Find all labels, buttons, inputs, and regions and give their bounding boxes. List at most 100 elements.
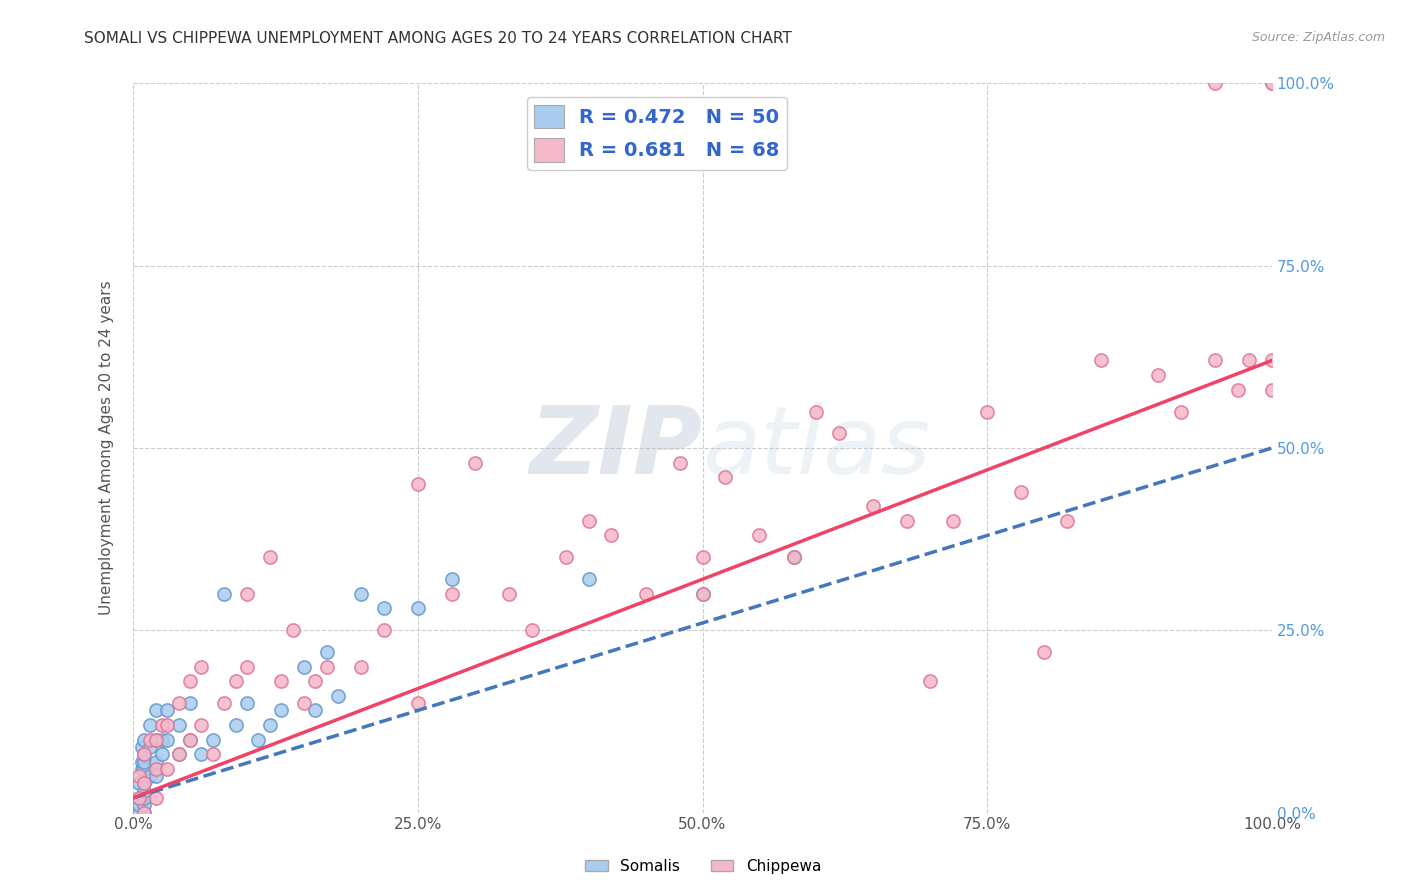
Point	[167, 718, 190, 732]
Point	[304, 674, 326, 689]
Point	[976, 404, 998, 418]
Point	[440, 587, 463, 601]
Point	[862, 500, 884, 514]
Text: atlas: atlas	[703, 402, 931, 493]
Point	[179, 732, 201, 747]
Point	[1261, 383, 1284, 397]
Point	[145, 769, 167, 783]
Point	[406, 696, 429, 710]
Point	[156, 762, 179, 776]
Point	[128, 805, 150, 820]
Point	[270, 703, 292, 717]
Point	[782, 550, 804, 565]
Point	[520, 624, 543, 638]
Point	[350, 587, 373, 601]
Point	[212, 696, 235, 710]
Point	[179, 696, 201, 710]
Point	[134, 747, 156, 762]
Point	[281, 624, 304, 638]
Point	[292, 659, 315, 673]
Point	[1204, 353, 1226, 368]
Point	[692, 550, 714, 565]
Point	[440, 572, 463, 586]
Text: ZIP: ZIP	[530, 402, 703, 494]
Point	[1204, 77, 1226, 91]
Point	[145, 791, 167, 805]
Point	[131, 739, 153, 754]
Point	[406, 601, 429, 615]
Point	[668, 456, 690, 470]
Point	[920, 674, 942, 689]
Point	[131, 755, 153, 769]
Point	[1261, 353, 1284, 368]
Legend: Somalis, Chippewa: Somalis, Chippewa	[579, 853, 827, 880]
Point	[236, 587, 259, 601]
Point	[259, 718, 281, 732]
Y-axis label: Unemployment Among Ages 20 to 24 years: Unemployment Among Ages 20 to 24 years	[100, 281, 114, 615]
Point	[139, 732, 162, 747]
Point	[167, 747, 190, 762]
Point	[942, 514, 965, 528]
Point	[634, 587, 657, 601]
Point	[134, 798, 156, 813]
Point	[1010, 484, 1032, 499]
Point	[373, 624, 395, 638]
Point	[145, 762, 167, 776]
Point	[225, 718, 247, 732]
Point	[134, 791, 156, 805]
Point	[259, 550, 281, 565]
Point	[692, 587, 714, 601]
Point	[554, 550, 576, 565]
Point	[134, 805, 156, 820]
Point	[896, 514, 918, 528]
Point	[134, 805, 156, 820]
Point	[139, 718, 162, 732]
Point	[350, 659, 373, 673]
Point	[578, 514, 600, 528]
Point	[498, 587, 520, 601]
Point	[134, 732, 156, 747]
Point	[145, 755, 167, 769]
Point	[315, 645, 337, 659]
Point	[150, 718, 173, 732]
Point	[156, 732, 179, 747]
Point	[1147, 368, 1170, 382]
Point	[150, 732, 173, 747]
Point	[128, 769, 150, 783]
Point	[134, 783, 156, 797]
Point	[134, 776, 156, 790]
Point	[139, 769, 162, 783]
Point	[247, 732, 270, 747]
Point	[600, 528, 623, 542]
Legend: R = 0.472   N = 50, R = 0.681   N = 68: R = 0.472 N = 50, R = 0.681 N = 68	[527, 97, 787, 169]
Point	[128, 798, 150, 813]
Point	[1090, 353, 1112, 368]
Point	[167, 696, 190, 710]
Text: SOMALI VS CHIPPEWA UNEMPLOYMENT AMONG AGES 20 TO 24 YEARS CORRELATION CHART: SOMALI VS CHIPPEWA UNEMPLOYMENT AMONG AG…	[84, 31, 792, 46]
Point	[139, 739, 162, 754]
Point	[179, 674, 201, 689]
Point	[692, 587, 714, 601]
Point	[131, 762, 153, 776]
Point	[1226, 383, 1249, 397]
Point	[128, 791, 150, 805]
Point	[373, 601, 395, 615]
Point	[212, 587, 235, 601]
Point	[145, 703, 167, 717]
Point	[156, 718, 179, 732]
Text: Source: ZipAtlas.com: Source: ZipAtlas.com	[1251, 31, 1385, 45]
Point	[1237, 353, 1260, 368]
Point	[225, 674, 247, 689]
Point	[201, 747, 224, 762]
Point	[315, 659, 337, 673]
Point	[326, 689, 349, 703]
Point	[134, 762, 156, 776]
Point	[782, 550, 804, 565]
Point	[201, 732, 224, 747]
Point	[145, 732, 167, 747]
Point	[236, 659, 259, 673]
Point	[806, 404, 828, 418]
Point	[134, 747, 156, 762]
Point	[156, 703, 179, 717]
Point	[128, 776, 150, 790]
